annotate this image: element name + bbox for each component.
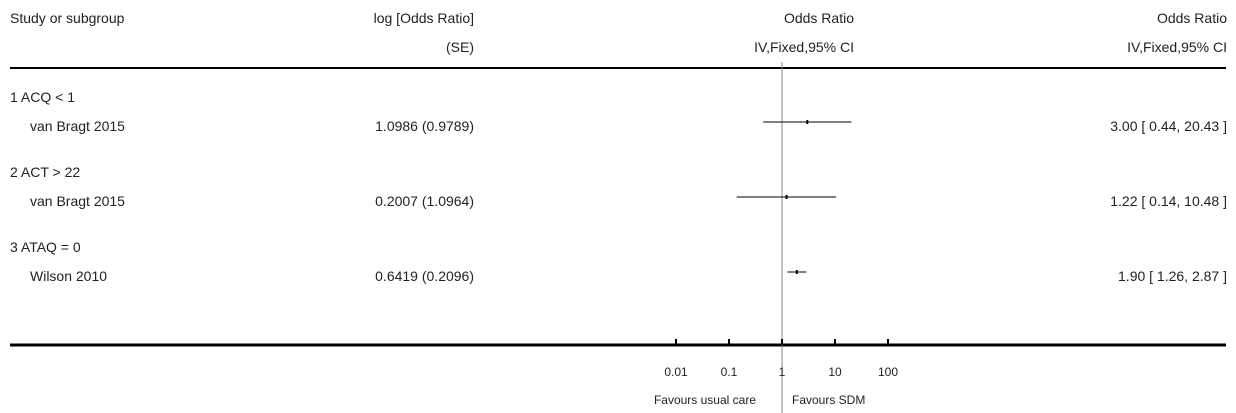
log-or-se-value: 0.2007 (1.0964) [375, 193, 474, 209]
column-header-ci-title: Odds Ratio [1156, 10, 1227, 26]
subgroup-label: 3 ATAQ = 0 [10, 239, 81, 255]
favours-left-label: Favours usual care [653, 393, 756, 407]
ci-value: 1.22 [ 0.14, 10.48 ] [1110, 193, 1227, 209]
column-header-plot-title: Odds Ratio [783, 10, 854, 26]
column-header-plot-method: IV,Fixed,95% CI [754, 39, 854, 55]
axis-tick-label: 10 [828, 365, 842, 379]
axis-tick-label: 0.1 [721, 365, 738, 379]
point-estimate [785, 195, 788, 199]
ci-value: 3.00 [ 0.44, 20.43 ] [1110, 118, 1227, 134]
point-estimate [806, 120, 809, 124]
column-header-ci-method: IV,Fixed,95% CI [1127, 39, 1227, 55]
subgroup-label: 2 ACT > 22 [10, 164, 81, 180]
study-name: Wilson 2010 [30, 268, 108, 284]
axis-tick-label: 100 [878, 365, 898, 379]
axis-tick-label: 1 [779, 365, 786, 379]
axis-tick-label: 0.01 [664, 365, 688, 379]
study-name: van Bragt 2015 [30, 193, 125, 209]
column-header-log-odds-ratio: log [Odds Ratio] [373, 10, 474, 26]
ci-value: 1.90 [ 1.26, 2.87 ] [1118, 268, 1227, 284]
column-header-se: (SE) [446, 39, 474, 55]
point-estimate [795, 270, 798, 274]
column-header-study: Study or subgroup [10, 10, 125, 26]
study-name: van Bragt 2015 [30, 118, 125, 134]
subgroup-label: 1 ACQ < 1 [10, 89, 75, 105]
log-or-se-value: 1.0986 (0.9789) [375, 118, 474, 134]
study-estimates [736, 120, 852, 274]
x-axis: 0.01 0.1 1 10 100 [664, 339, 898, 379]
log-or-se-value: 0.6419 (0.2096) [375, 268, 474, 284]
favours-right-label: Favours SDM [792, 393, 866, 407]
